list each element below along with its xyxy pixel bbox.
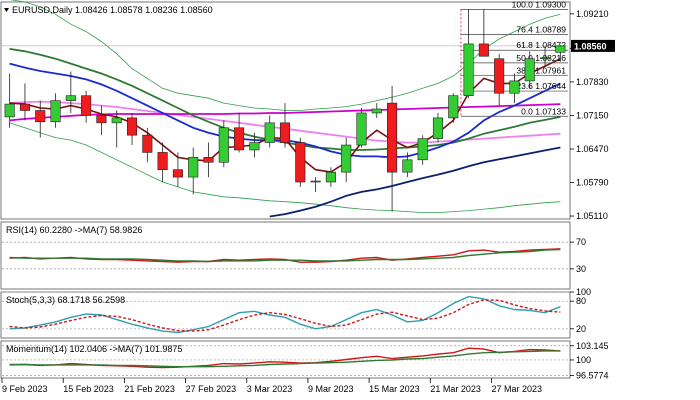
candle-down [157, 152, 168, 170]
y-tick-label: 80 [576, 296, 586, 306]
candle-down [478, 43, 489, 57]
candle-down [234, 127, 245, 151]
candle-up [249, 142, 260, 151]
pane-frame-3 [0, 340, 571, 379]
fib-level-label: 23.6 1.07644 [516, 81, 566, 91]
candle-down [172, 169, 183, 178]
x-tick-label: 15 Feb 2023 [63, 384, 114, 394]
candle-down [35, 110, 46, 123]
candle-down [19, 103, 30, 111]
x-tick-label: 15 Mar 2023 [369, 384, 420, 394]
candle-up [463, 43, 474, 97]
indicator-line [9, 248, 561, 263]
candle-down [494, 58, 505, 94]
candle-up [188, 157, 199, 178]
x-tick-label: 27 Mar 2023 [492, 384, 543, 394]
candle-up [50, 100, 61, 123]
y-tick-label: 1.09210 [576, 9, 609, 19]
fib-level-label: 100.0 1.09300 [512, 0, 567, 9]
candle-up [555, 45, 566, 53]
x-tick-label: 27 Feb 2023 [186, 384, 237, 394]
candle-up [264, 122, 275, 143]
candle-up [509, 80, 520, 94]
main-title: EURUSD,Daily 1.08426 1.08578 1.08236 1.0… [12, 5, 213, 15]
y-tick-label: 1.07150 [576, 110, 609, 120]
x-tick-label: 21 Feb 2023 [124, 384, 175, 394]
candle-up [448, 95, 459, 119]
candle-down [387, 102, 398, 173]
candle-down [203, 157, 214, 163]
overlay-sma-navy [269, 146, 561, 218]
candle-up [402, 159, 413, 173]
y-tick-label: 100 [576, 287, 591, 297]
candle-up [4, 103, 15, 118]
fib-level-label: 61.8 1.08472 [516, 40, 566, 50]
y-tick-label: 100 [576, 355, 591, 365]
indicator-line [9, 295, 561, 334]
y-tick-label: 1.05790 [576, 178, 609, 188]
x-tick-label: 9 Feb 2023 [2, 384, 48, 394]
x-tick-label: 3 Mar 2023 [247, 384, 293, 394]
last-price-box [571, 39, 615, 52]
indicator-line [9, 350, 561, 368]
fib-level-label: 0.0 1.07133 [521, 106, 566, 116]
last-price-label: 1.08560 [574, 41, 607, 51]
candle-up [310, 180, 321, 183]
candle-up [341, 144, 352, 173]
candle-up [417, 138, 428, 161]
candle-up [65, 95, 76, 101]
y-tick-label: 20 [576, 324, 586, 334]
indicator-line [9, 299, 561, 332]
candle-up [111, 117, 122, 124]
fib-level-label: 76.4 1.08789 [516, 25, 566, 35]
indicator-title: Momentum(14) 102.0406 ->MA(7) 101.9875 [6, 344, 182, 354]
indicator-title: Stoch(5,3,3) 68.1718 56.2598 [6, 295, 125, 305]
candle-up [524, 58, 535, 82]
candle-down [142, 134, 153, 153]
candle-up [325, 171, 336, 183]
x-tick-label: 21 Mar 2023 [430, 384, 481, 394]
y-tick-label: 1.07830 [576, 77, 609, 87]
fib-level-label: 38.2 1.07961 [516, 65, 566, 75]
candle-up [218, 127, 229, 163]
candle-up [540, 57, 551, 60]
y-tick-label: 103.145 [576, 341, 609, 351]
y-tick-label: 1.05110 [576, 211, 608, 221]
candle-down [126, 117, 138, 136]
candle-down [295, 142, 306, 183]
collapse-triangle-icon [4, 8, 9, 12]
candle-up [371, 108, 382, 114]
candle-down [96, 115, 107, 124]
y-tick-label: 96.5774 [576, 370, 609, 380]
y-tick-label: 30 [576, 264, 586, 274]
overlay-bb-lower [9, 122, 561, 213]
candle-down [81, 95, 92, 116]
candle-up [432, 117, 444, 139]
x-tick-label: 9 Mar 2023 [308, 384, 354, 394]
y-tick-label: 70 [576, 237, 586, 247]
y-tick-label: 1.06470 [576, 144, 609, 154]
candle-down [279, 122, 291, 143]
candle-up [356, 112, 367, 146]
indicator-title: RSI(14) 60.2280 ->MA(7) 58.9826 [6, 225, 142, 235]
